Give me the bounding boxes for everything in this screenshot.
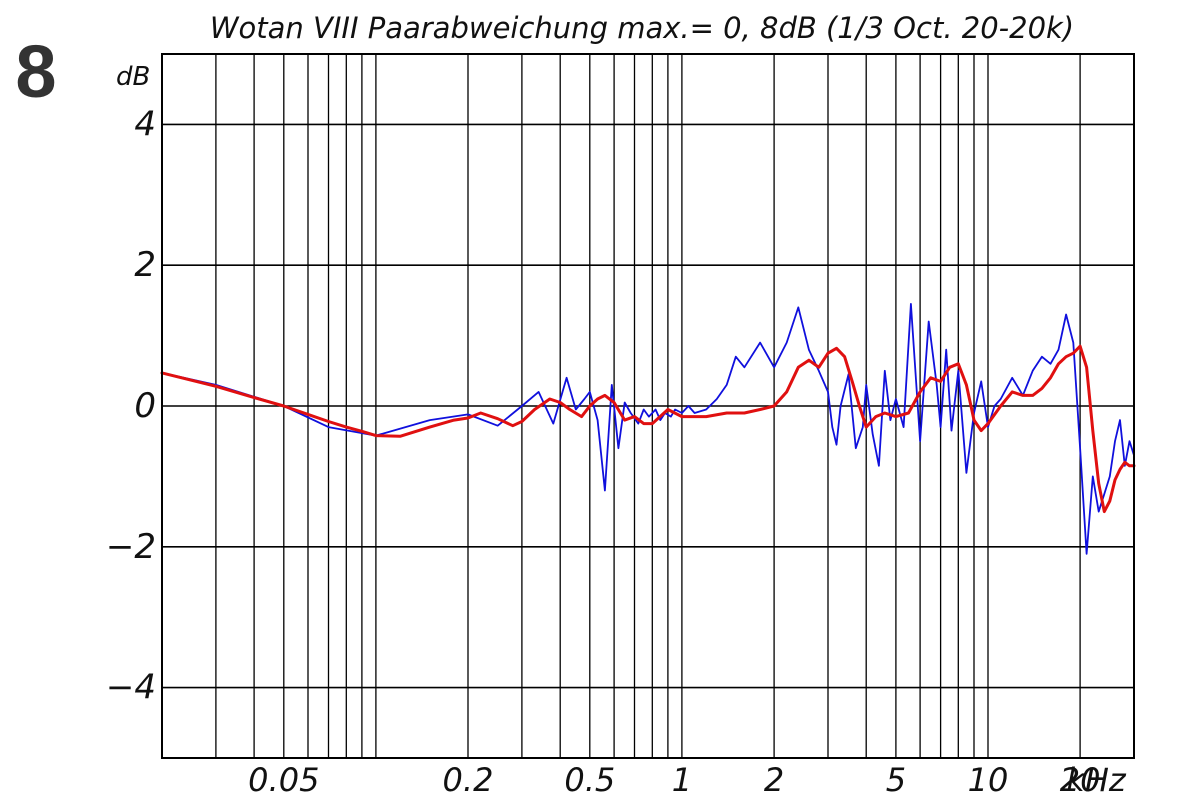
y-tick-label: 2 [134,245,156,285]
x-tick-label: 20 [1060,761,1101,799]
y-tick-label: −4 [106,668,156,708]
y-tick-label: 0 [134,386,156,426]
x-axis-unit-label: kHz [1066,761,1127,799]
x-tick-labels: 0.05 0.2 0.5 1 2 5 10 20 [248,761,1100,799]
series-line-measured [161,303,1135,555]
chart-title: Wotan VIII Paarabweichung max.= 0, 8dB (… [210,11,1074,45]
x-tick-label: 0.2 [443,761,494,799]
figure-number-badge: 8 [15,30,56,113]
x-tick-label: 0.5 [564,761,615,799]
series-group [160,303,1136,555]
x-tick-label: 0.05 [248,761,319,799]
y-tick-label: 4 [134,104,156,144]
plot-frame [161,53,1135,759]
x-tick-label: 2 [764,761,784,799]
x-tick-label: 10 [968,761,1009,799]
series-line-smoothed [160,344,1136,514]
x-tick-label: 5 [886,761,906,799]
y-tick-labels: 4 2 0 −2 −4 [106,104,156,707]
y-tick-label: −2 [106,527,156,567]
y-axis-label: dB [116,62,150,92]
grid [162,54,1134,758]
x-tick-label: 1 [672,761,692,799]
